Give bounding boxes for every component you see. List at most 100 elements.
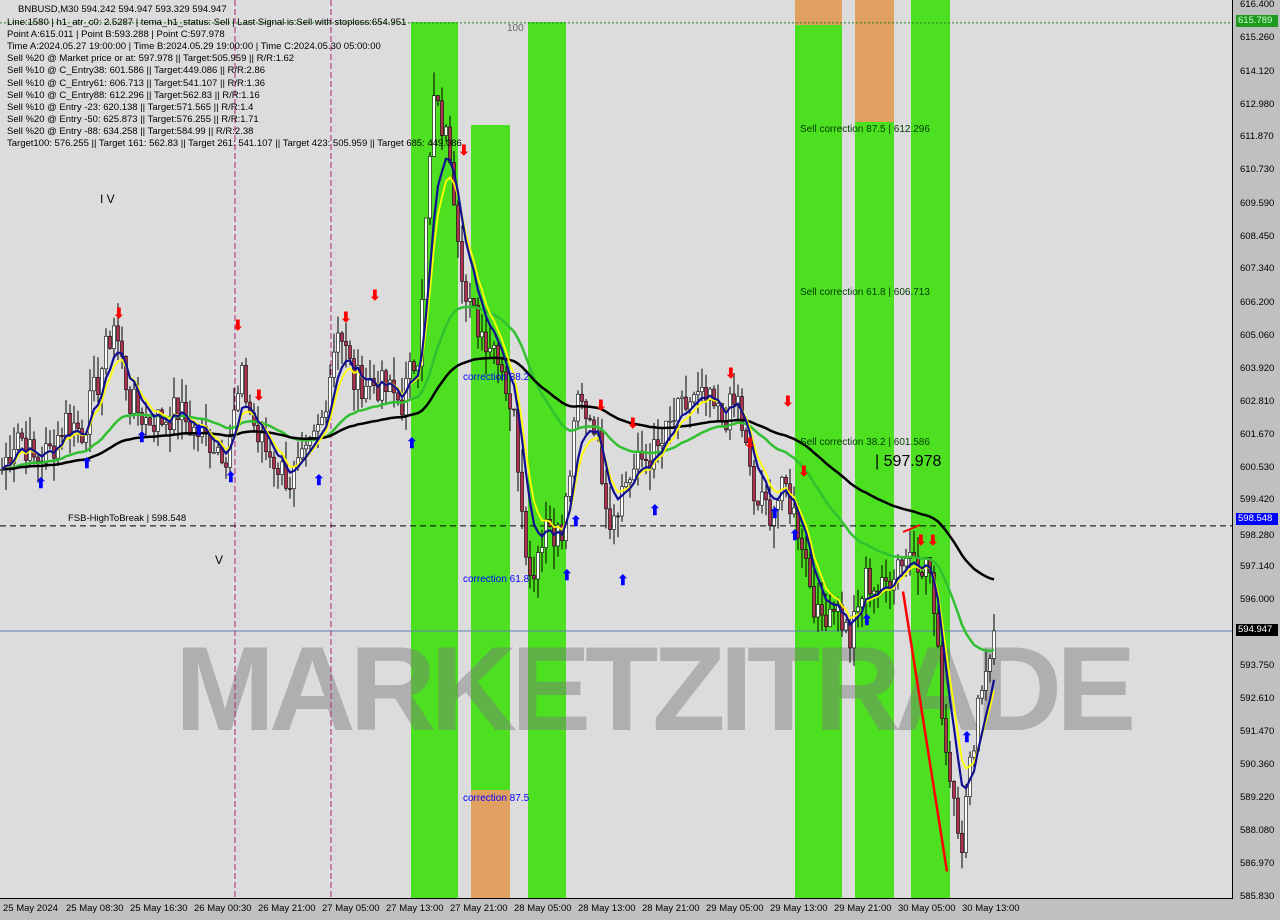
candle bbox=[132, 388, 136, 414]
fsb-price-tag: 598.548 bbox=[1236, 513, 1278, 525]
candle bbox=[864, 567, 868, 600]
candle bbox=[844, 622, 848, 631]
candle bbox=[384, 370, 388, 392]
candle bbox=[884, 577, 888, 582]
green-zone bbox=[855, 0, 894, 898]
candle bbox=[424, 217, 428, 300]
x-tick-label: 26 May 21:00 bbox=[258, 903, 316, 914]
wave-iv-label: I V bbox=[100, 192, 115, 206]
candle bbox=[164, 422, 168, 425]
info-line: Line:1580 | h1_atr_c0: 2.5287 | tema_h1_… bbox=[7, 17, 407, 28]
candle bbox=[364, 386, 368, 399]
candle bbox=[272, 456, 276, 469]
y-tick-label: 600.530 bbox=[1240, 462, 1275, 474]
candle bbox=[60, 435, 64, 437]
candle bbox=[752, 466, 756, 502]
candle bbox=[240, 365, 244, 395]
candle bbox=[340, 332, 344, 342]
candle bbox=[520, 471, 524, 512]
green-zone bbox=[795, 0, 842, 898]
candle bbox=[432, 95, 436, 157]
y-tick-label: 598.280 bbox=[1240, 529, 1275, 541]
candle bbox=[404, 378, 408, 416]
candle bbox=[776, 500, 780, 510]
candle bbox=[104, 335, 108, 370]
symbol-header: BNBUSD,M30 594.242 594.947 593.329 594.9… bbox=[18, 4, 227, 15]
level-100-label: 100 bbox=[507, 23, 524, 34]
candle bbox=[388, 379, 392, 392]
candle bbox=[508, 393, 512, 410]
candle bbox=[324, 411, 328, 418]
x-tick-label: 25 May 2024 bbox=[3, 903, 58, 914]
candle bbox=[436, 95, 440, 102]
candle bbox=[288, 488, 292, 490]
candle bbox=[408, 361, 412, 379]
correction-87-label: correction 87.5 bbox=[463, 793, 530, 804]
point-c-marker bbox=[902, 524, 921, 533]
zones-layer bbox=[411, 0, 950, 898]
price-chart[interactable]: ⬇⬇⬇⬇⬇⬇⬇⬇⬇⬇⬇⬇⬇ ⬇⬆⬆⬆ ⬆⬆ ⬆⬆⬆⬆ ⬆⬆ ⬆⬆⬆⬆ bbox=[0, 0, 1232, 898]
candle bbox=[312, 430, 316, 438]
y-tick-label: 596.000 bbox=[1240, 594, 1275, 606]
candle bbox=[768, 499, 772, 526]
candle bbox=[848, 622, 852, 649]
x-tick-label: 27 May 13:00 bbox=[386, 903, 444, 914]
candle bbox=[456, 204, 460, 242]
candle bbox=[964, 796, 968, 853]
candle bbox=[824, 614, 828, 628]
info-line: Sell %10 @ C_Entry38: 601.586 || Target:… bbox=[7, 65, 266, 77]
candle bbox=[488, 347, 492, 353]
candle bbox=[680, 396, 684, 399]
candle bbox=[556, 524, 560, 547]
candle bbox=[948, 752, 952, 782]
candle bbox=[804, 549, 808, 559]
info-line: Target100: 576.255 || Target 161: 562.83… bbox=[7, 138, 462, 149]
info-line: Sell %10 @ C_Entry88: 612.296 || Target:… bbox=[7, 89, 260, 101]
x-tick-label: 30 May 13:00 bbox=[962, 903, 1020, 914]
candle bbox=[464, 281, 468, 302]
y-tick-label: 614.120 bbox=[1240, 65, 1275, 77]
candle bbox=[428, 156, 432, 219]
candle bbox=[672, 420, 676, 423]
candle bbox=[236, 393, 240, 411]
candle bbox=[144, 417, 148, 425]
candle bbox=[20, 432, 24, 439]
candle bbox=[760, 491, 764, 506]
sell-arrow-icon: ⬇ bbox=[627, 415, 639, 431]
candle bbox=[48, 443, 52, 447]
sell-correction-87-label: Sell correction 87.5 | 612.296 bbox=[800, 124, 930, 135]
sell-correction-38-label: Sell correction 38.2 | 601.586 bbox=[800, 437, 930, 448]
candle bbox=[816, 604, 820, 618]
info-line: Point A:615.011 | Point B:593.288 | Poin… bbox=[7, 29, 225, 41]
candle bbox=[176, 397, 180, 421]
candle bbox=[828, 608, 832, 628]
candle bbox=[316, 424, 320, 432]
candle bbox=[148, 417, 152, 426]
candle bbox=[608, 508, 612, 530]
chart-plot-area[interactable] bbox=[0, 0, 1233, 899]
candle bbox=[500, 364, 504, 373]
candle bbox=[512, 408, 516, 411]
x-tick-label: 28 May 05:00 bbox=[514, 903, 572, 914]
candle bbox=[820, 604, 824, 616]
sell-arrow-icon: ⬇ bbox=[927, 532, 939, 548]
candle bbox=[812, 586, 816, 618]
candle bbox=[832, 608, 836, 612]
y-tick-label: 589.220 bbox=[1240, 792, 1275, 804]
sell-arrow-icon: ⬇ bbox=[725, 365, 737, 381]
candle bbox=[280, 461, 284, 475]
info-line: Sell %20 @ Entry -88: 634.258 || Target:… bbox=[7, 125, 254, 137]
candle bbox=[660, 443, 664, 447]
candle bbox=[792, 507, 796, 515]
buy-arrow-icon: ⬆ bbox=[861, 612, 873, 628]
correction-38-label: correction 38.2 bbox=[463, 372, 530, 383]
candle bbox=[484, 331, 488, 353]
point-c-label: | 597.978 bbox=[875, 453, 942, 470]
buy-arrow-icon: ⬆ bbox=[561, 567, 573, 583]
fsb-label: FSB-HighToBreak | 598.548 bbox=[68, 513, 187, 524]
candle bbox=[24, 437, 28, 461]
candle bbox=[692, 394, 696, 403]
buy-arrow-icon: ⬆ bbox=[313, 472, 325, 488]
x-tick-label: 30 May 05:00 bbox=[898, 903, 956, 914]
candle bbox=[112, 325, 116, 349]
